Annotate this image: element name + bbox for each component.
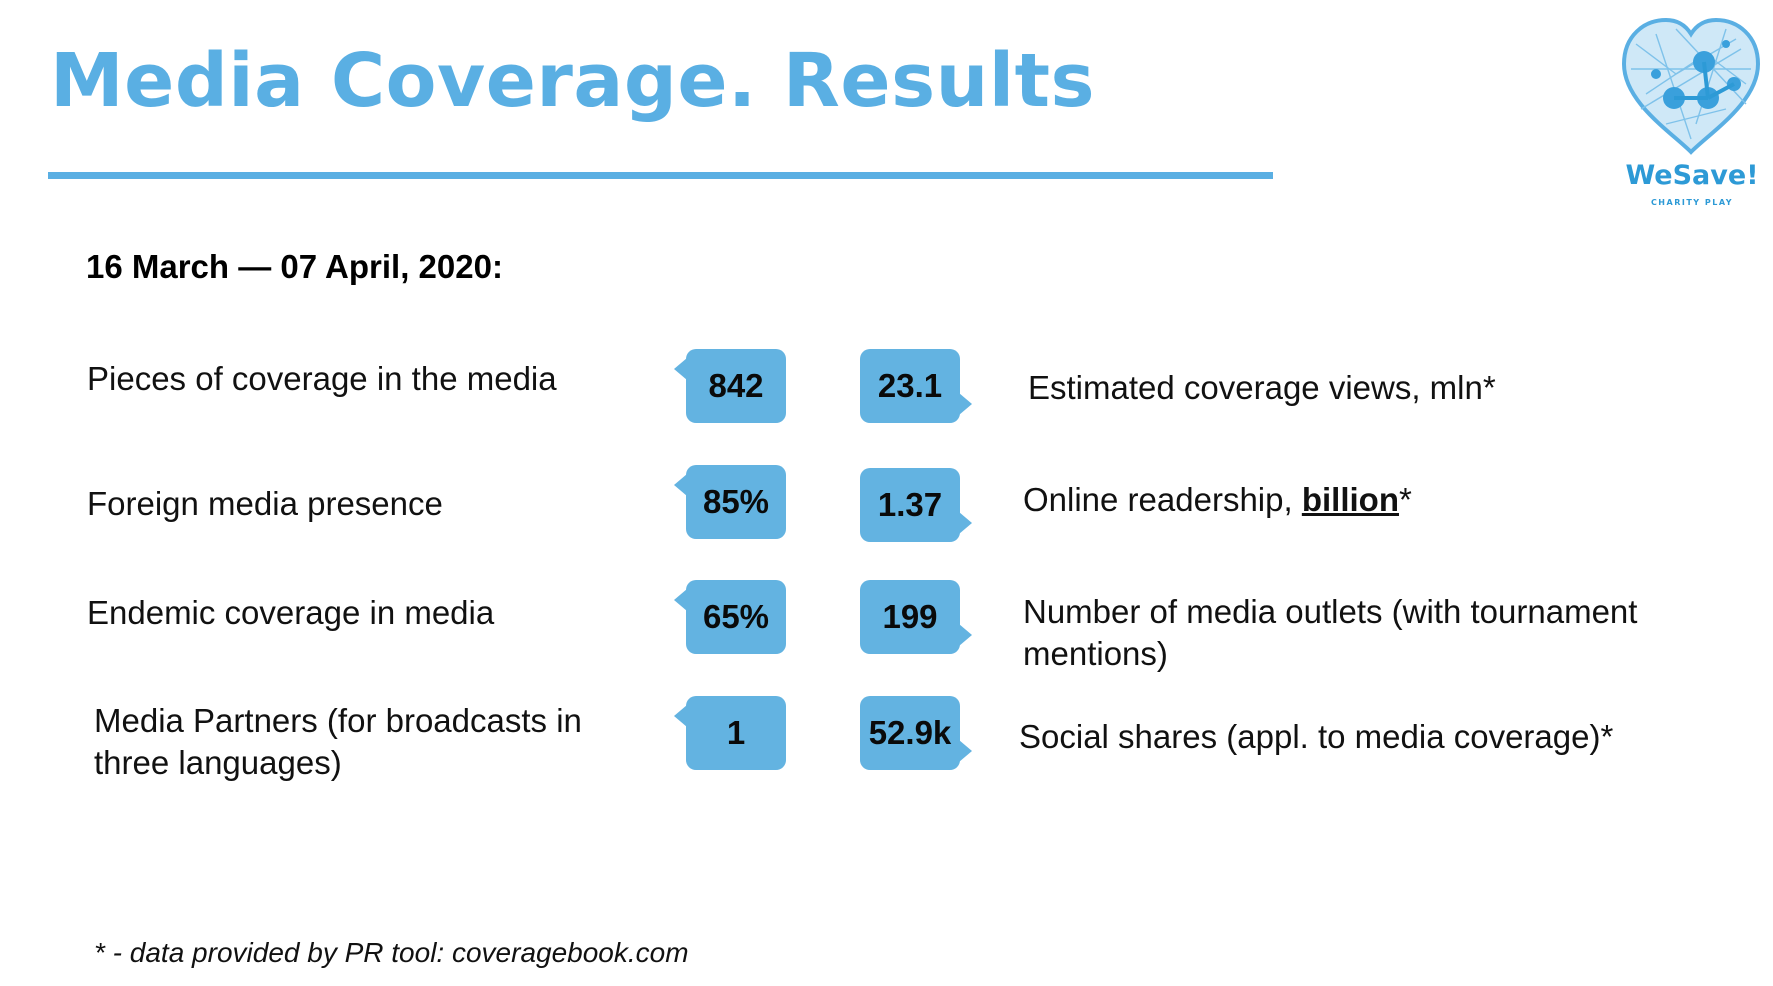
left-metric-label-3: Endemic coverage in media xyxy=(87,594,495,631)
left-metric-label-2: Foreign media presence xyxy=(87,485,443,522)
logo-tagline: CHARITY PLAY xyxy=(1650,198,1734,207)
right-metric-label-3: Number of media outlets (with tournament… xyxy=(1023,593,1638,672)
right-metric-label-2-pre: Online readership, xyxy=(1023,481,1302,518)
wesave-logo: WeSave! CHARITY PLAY xyxy=(1608,14,1768,214)
right-metric-badge-3: 199 xyxy=(860,580,972,654)
period-heading: 16 March — 07 April, 2020: xyxy=(86,248,503,285)
page-title: Media Coverage. Results xyxy=(50,38,1096,124)
right-metric-badge-1: 23.1 xyxy=(860,349,972,423)
billion-emphasis: billion xyxy=(1301,481,1399,518)
left-metric-label-1: Pieces of coverage in the media xyxy=(87,360,557,397)
left-metric-label-4: Media Partners (for broadcasts in three … xyxy=(94,702,582,781)
right-metric-badge-2: 1.37 xyxy=(860,468,972,542)
left-metric-badge-4: 1 xyxy=(674,696,786,770)
heart-network-icon xyxy=(1621,17,1761,155)
right-metric-label-2: Online readership, billion* xyxy=(1023,479,1723,521)
right-metric-label-2-post: * xyxy=(1398,481,1412,518)
right-metric-label-4: Social shares (appl. to media coverage)* xyxy=(1019,718,1614,755)
left-metric-badge-2: 85% xyxy=(674,465,786,539)
left-metric-badge-1: 842 xyxy=(674,349,786,423)
right-metric-label-1: Estimated coverage views, mln* xyxy=(1028,369,1496,406)
footnote: * - data provided by PR tool: coveragebo… xyxy=(94,937,689,968)
left-metric-badge-3: 65% xyxy=(674,580,786,654)
logo-name: WeSave! xyxy=(1625,160,1759,191)
right-metric-badge-4: 52.9k xyxy=(860,696,972,770)
title-divider xyxy=(48,172,1273,179)
